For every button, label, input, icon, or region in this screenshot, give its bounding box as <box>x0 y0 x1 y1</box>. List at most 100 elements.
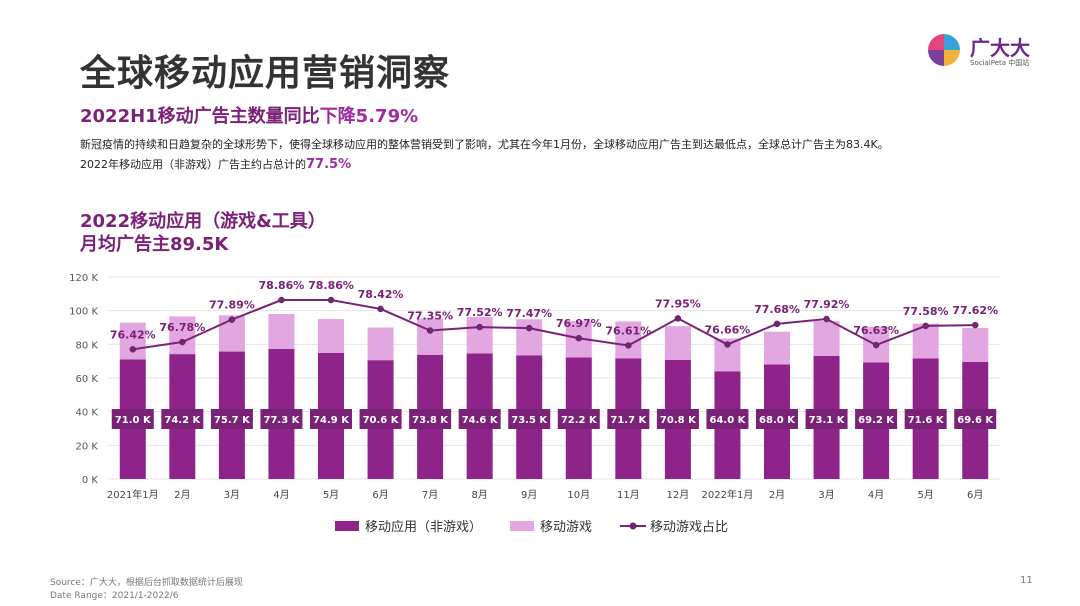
bar <box>268 314 295 349</box>
value-label-text: 68.0 K <box>759 415 796 426</box>
bar <box>813 321 840 356</box>
line-point <box>575 334 583 342</box>
line-point <box>278 296 285 304</box>
value-label-box <box>805 409 848 429</box>
line-point <box>525 324 533 332</box>
logo-sub: SocialPeta 中国站 <box>970 59 1030 67</box>
logo-name: 广大大 <box>970 36 1030 60</box>
value-label-box <box>359 409 402 429</box>
x-tick-label: 5月 <box>323 489 339 501</box>
value-label: 71.0 K <box>111 409 154 429</box>
x-tick-label: 10月 <box>567 489 590 501</box>
value-label-text: 70.8 K <box>660 415 697 426</box>
value-label-box <box>855 409 898 429</box>
line-point <box>625 342 632 349</box>
line-value-label: 76.42% <box>110 328 156 341</box>
line-point <box>823 315 830 323</box>
x-tick-label: 2021年1月 <box>107 488 159 501</box>
line-point <box>922 322 929 330</box>
line-point <box>971 321 979 329</box>
line-value-label: 76.78% <box>159 321 205 334</box>
value-label-box <box>904 409 947 429</box>
x-tick-label: 2022年1月 <box>702 488 754 501</box>
line-value-label: 77.62% <box>952 304 998 317</box>
value-label: 64.0 K <box>706 409 749 429</box>
line-point <box>327 296 335 304</box>
chart-title: 2022移动应用（游戏&工具） 月均广告主89.5K <box>80 210 326 256</box>
paragraph-line: 新冠疫情的持续和日趋复杂的全球形势下，使得全球移动应用的整体营销受到了影响，尤其… <box>80 138 889 151</box>
x-tick-label: 9月 <box>521 489 537 501</box>
value-label-box <box>161 409 204 429</box>
value-label-text: 71.6 K <box>908 415 945 426</box>
bar <box>417 318 444 355</box>
value-label-text: 70.6 K <box>363 415 400 426</box>
y-tick-label: 40 K <box>76 408 99 419</box>
value-label: 74.6 K <box>458 409 501 429</box>
line-value-label: 76.61% <box>605 324 651 337</box>
source: Source：广大大，根据后台抓取数据统计后展现 <box>50 578 243 588</box>
legend-swatch <box>335 521 359 531</box>
y-tick-label: 0 K <box>82 475 99 486</box>
legend-label: 移动应用（非游戏） <box>365 519 482 535</box>
line-value-label: 76.63% <box>853 324 899 337</box>
line-value-label: 77.95% <box>655 297 701 310</box>
x-tick-label: 6月 <box>967 489 983 501</box>
legend-marker <box>629 522 637 530</box>
line-value-label: 76.66% <box>705 323 751 336</box>
line-value-label: 77.92% <box>804 298 850 311</box>
line-point <box>476 323 483 331</box>
value-label-box <box>310 409 352 429</box>
x-tick-label: 2月 <box>769 489 785 501</box>
line-point <box>129 346 137 353</box>
line-point <box>228 316 236 323</box>
subtitle-text: 2022H1移动广告主数量同比 <box>80 106 320 127</box>
value-label-text: 75.7 K <box>214 415 251 426</box>
value-label: 73.5 K <box>508 409 551 429</box>
bar <box>119 322 146 360</box>
line <box>132 299 976 351</box>
paragraph-line: 2022年移动应用（非游戏）广告主约占总计的77.5% <box>80 156 351 172</box>
value-label: 74.9 K <box>310 409 352 429</box>
logo-icon <box>928 34 960 66</box>
chart-title-line: 月均广告主89.5K <box>80 234 229 255</box>
y-tick-label: 100 K <box>69 307 98 318</box>
value-label-text: 71.7 K <box>610 415 647 426</box>
line-value-label: 77.35% <box>407 310 453 323</box>
value-label-text: 77.3 K <box>263 415 300 426</box>
value-label-text: 69.2 K <box>858 415 895 426</box>
value-label: 73.1 K <box>805 409 848 429</box>
value-label: 74.2 K <box>161 409 204 429</box>
value-label-text: 64.0 K <box>709 415 746 426</box>
legend-label: 移动游戏占比 <box>650 520 728 535</box>
line-value-label: 78.86% <box>259 279 305 292</box>
x-tick-label: 2月 <box>174 489 190 501</box>
value-label-text: 73.1 K <box>809 415 846 426</box>
x-tick-label: 3月 <box>224 489 240 501</box>
bar <box>664 326 691 360</box>
subtitle-highlight: 下降5.79% <box>319 106 419 127</box>
line-value-label: 77.68% <box>754 303 800 316</box>
line-value-label: 76.97% <box>556 317 602 330</box>
line-value-label: 78.86% <box>308 279 354 292</box>
value-label: 68.0 K <box>756 409 798 429</box>
value-label-text: 74.9 K <box>313 415 350 426</box>
line-value-label: 77.52% <box>457 306 503 319</box>
chart: 0 K 20 K 40 K 60 K 80 K 100 K 120 K 2021年1月 2月 3月… <box>69 273 1000 535</box>
slide-title: 全球移动应用营销洞察 <box>80 53 451 94</box>
value-label-box <box>756 409 798 429</box>
x-tick-label: 6月 <box>372 489 388 501</box>
y-tick-label: 80 K <box>76 340 99 351</box>
subtitle: 2022H1移动广告主数量同比下降5.79% <box>80 102 418 128</box>
bar <box>367 327 394 361</box>
value-label-text: 74.6 K <box>462 415 499 426</box>
x-tick-label: 4月 <box>273 489 289 501</box>
value-label-text: 71.0 K <box>115 415 152 426</box>
x-tick-label: 11月 <box>617 489 640 501</box>
value-label: 69.6 K <box>954 409 997 429</box>
value-label-text: 73.5 K <box>511 415 548 426</box>
value-label-box <box>656 409 699 429</box>
value-label-box <box>210 409 253 429</box>
paragraph-text: 2022年移动应用（非游戏）广告主约占总计的 <box>80 158 306 171</box>
value-label: 71.7 K <box>607 409 650 429</box>
